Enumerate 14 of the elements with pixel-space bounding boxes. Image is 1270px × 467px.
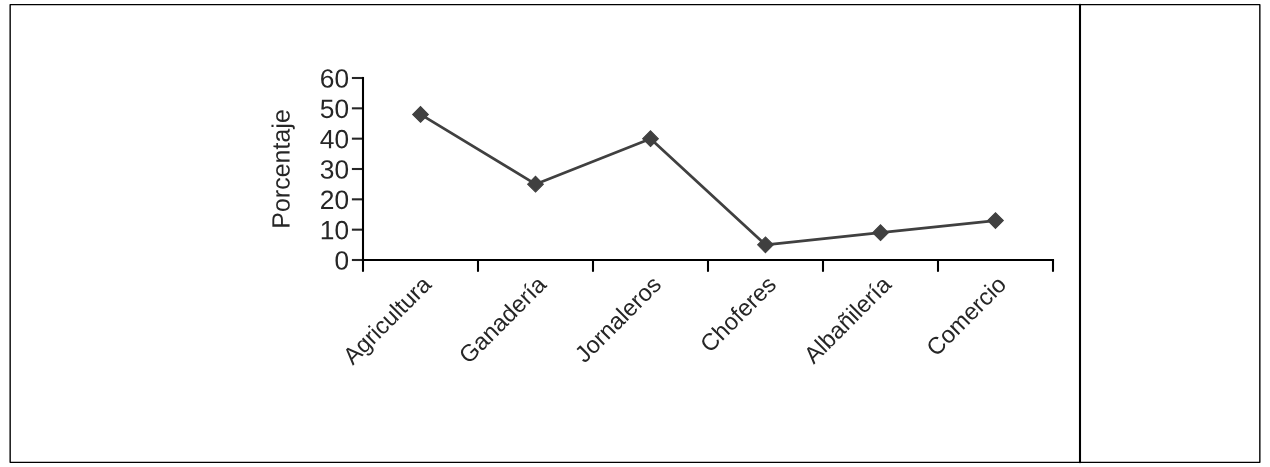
y-tick-label: 0: [335, 251, 349, 270]
point: [412, 106, 429, 123]
y-tick-label: 30: [320, 160, 349, 179]
point: [757, 236, 774, 254]
y-tick-label: 50: [320, 99, 349, 119]
y-tick-label: 40: [320, 129, 349, 149]
point: [642, 130, 659, 148]
y-tick-label: 60: [321, 69, 349, 88]
y-axis-title: Porcentaje: [271, 110, 295, 227]
y-tick-label: 10: [321, 220, 349, 240]
point: [872, 224, 889, 242]
point: [987, 212, 1004, 229]
point: [527, 175, 544, 193]
y-tick-label: 20: [321, 190, 349, 210]
